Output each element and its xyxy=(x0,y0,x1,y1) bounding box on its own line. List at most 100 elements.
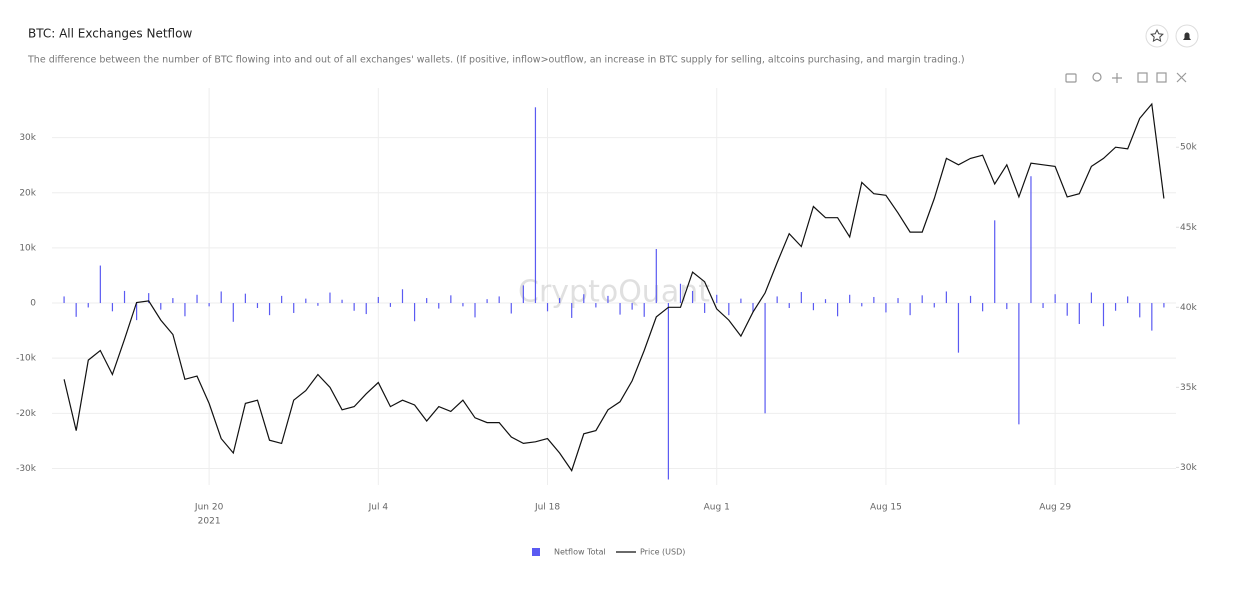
netflow-bar xyxy=(136,303,138,321)
y2-tick-label: 45k xyxy=(1180,223,1197,233)
netflow-bar xyxy=(619,303,621,315)
chart-title: BTC: All Exchanges Netflow xyxy=(28,27,192,41)
netflow-bar xyxy=(268,303,271,316)
netflow-bar xyxy=(63,296,65,304)
netflow-bar xyxy=(317,303,319,306)
netflow-bar xyxy=(208,303,210,307)
netflow-bar xyxy=(111,303,114,312)
zoom-out-tool[interactable] xyxy=(1156,72,1167,83)
netflow-bar xyxy=(945,291,947,304)
netflow-bar xyxy=(679,283,682,304)
netflow-bar xyxy=(982,303,984,312)
netflow-bar xyxy=(413,303,416,322)
netflow-bar xyxy=(849,294,851,304)
netflow-bar xyxy=(75,303,77,317)
pan-tool[interactable] xyxy=(1112,73,1122,83)
netflow-bar xyxy=(160,303,162,310)
netflow-bar xyxy=(305,298,307,304)
netflow-bar xyxy=(788,303,790,309)
netflow-bar xyxy=(667,303,669,480)
netflow-bar xyxy=(353,303,355,311)
x-tick-label: Jul 4 xyxy=(368,503,389,513)
netflow-bar xyxy=(1151,303,1153,331)
netflow-bar xyxy=(897,298,899,304)
netflow-bar xyxy=(365,303,367,315)
netflow-bar xyxy=(933,303,935,308)
legend-label: Netflow Total xyxy=(554,548,606,557)
x-tick-label: Aug 29 xyxy=(1039,503,1071,513)
netflow-bar xyxy=(232,303,234,322)
netflow-bar xyxy=(450,295,452,304)
netflow-bar xyxy=(148,293,150,304)
netflow-bar xyxy=(474,303,476,318)
netflow-bar xyxy=(256,303,259,309)
netflow-bar xyxy=(631,303,633,310)
legend-swatch xyxy=(532,548,540,556)
netflow-bar xyxy=(510,303,512,314)
y2-tick-label: 40k xyxy=(1180,303,1197,313)
netflow-bar xyxy=(341,299,343,304)
netflow-bar xyxy=(957,303,960,353)
zoom-in-tool[interactable] xyxy=(1137,72,1148,83)
zoom-tool[interactable] xyxy=(1092,72,1102,82)
y-tick-label: -10k xyxy=(16,354,37,364)
netflow-bar xyxy=(172,298,174,304)
plot-area: -30k -20k -10k 0 10k 20k 30k 30k 35k 40k 45k 50k Jun… xyxy=(16,88,1197,557)
netflow-bar xyxy=(824,299,827,304)
netflow-bar xyxy=(704,303,706,313)
netflow-bar xyxy=(728,303,730,316)
netflow-bar xyxy=(377,296,379,304)
netflow-bar xyxy=(87,303,89,308)
netflow-bar xyxy=(196,294,198,304)
netflow-bar xyxy=(1078,303,1080,324)
y-tick-label: -30k xyxy=(16,464,37,474)
netflow-bar xyxy=(836,303,839,317)
netflow-bar xyxy=(534,107,537,304)
netflow-bar xyxy=(885,303,887,313)
netflow-bar xyxy=(99,265,101,304)
reset-tool[interactable] xyxy=(1176,72,1187,83)
netflow-bar xyxy=(1127,296,1129,304)
netflow-bar xyxy=(655,249,657,304)
netflow-bar xyxy=(776,296,778,304)
netflow-bar xyxy=(293,303,295,313)
netflow-bar xyxy=(244,293,246,304)
netflow-bar xyxy=(607,295,609,304)
netflow-bar xyxy=(486,299,488,304)
netflow-bar xyxy=(329,292,331,304)
netflow-bar xyxy=(1018,303,1020,425)
alert-button[interactable] xyxy=(1175,24,1199,48)
camera-tool[interactable] xyxy=(1065,73,1077,83)
price-line xyxy=(63,102,1165,472)
netflow-bar xyxy=(498,296,500,304)
netflow-bar xyxy=(220,291,222,304)
netflow-bar xyxy=(571,303,573,318)
y2-tick-label: 30k xyxy=(1180,463,1197,473)
netflow-bar xyxy=(462,303,464,307)
netflow-bar xyxy=(522,285,524,304)
netflow-bar xyxy=(764,303,766,414)
favorite-button[interactable] xyxy=(1145,24,1169,48)
y-tick-label: 0 xyxy=(30,299,36,309)
netflow-bar xyxy=(438,303,440,309)
y-tick-label: 10k xyxy=(19,243,36,253)
netflow-bar xyxy=(1066,303,1068,316)
netflow-bar xyxy=(752,303,754,312)
netflow-bar xyxy=(909,303,911,316)
netflow-bar xyxy=(546,303,549,312)
netflow-bar xyxy=(595,303,597,308)
y2-tick-label: 35k xyxy=(1180,383,1197,393)
x-tick-label: Aug 15 xyxy=(870,503,902,513)
netflow-bar xyxy=(716,294,718,304)
legend-label: Price (USD) xyxy=(640,548,685,557)
netflow-bar xyxy=(1042,303,1044,309)
x-tick-label: Jun 20 xyxy=(194,503,224,513)
chart-subtitle: The difference between the number of BTC… xyxy=(27,55,965,66)
netflow-bar xyxy=(281,295,283,304)
netflow-bar xyxy=(921,295,923,304)
watermark: CryptoQuant xyxy=(518,275,710,310)
y-tick-label: -20k xyxy=(16,409,37,419)
netflow-bar xyxy=(1054,294,1056,304)
